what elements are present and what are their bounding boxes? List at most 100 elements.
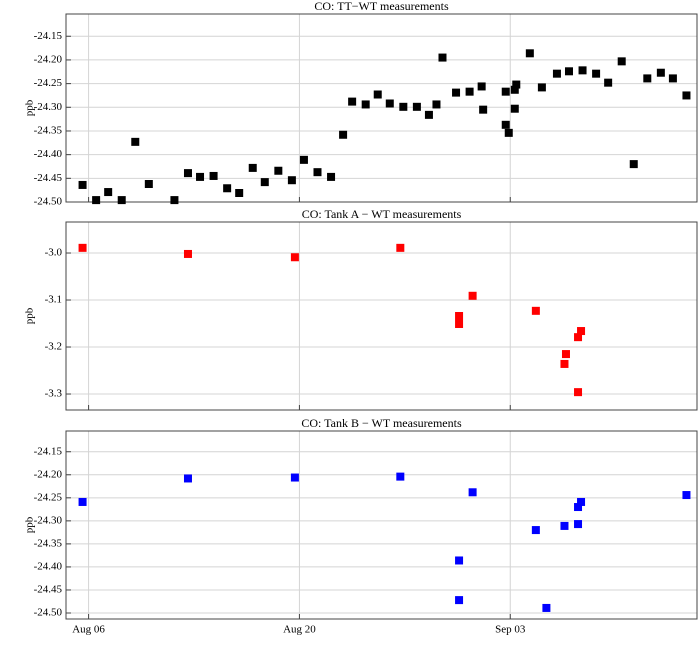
point — [223, 184, 232, 193]
point — [348, 97, 357, 106]
point — [290, 253, 299, 262]
point — [574, 520, 583, 529]
point — [361, 100, 370, 109]
panel-title: CO: TT−WT measurements — [314, 0, 449, 13]
y-tick-label: -24.15 — [34, 445, 63, 457]
point — [455, 556, 464, 565]
y-tick-label: -24.40 — [34, 148, 63, 160]
y-tick-label: -24.40 — [34, 560, 63, 572]
point — [455, 596, 464, 605]
point — [131, 137, 140, 146]
point — [501, 120, 510, 129]
point — [183, 169, 192, 178]
y-tick-label: -24.35 — [34, 537, 63, 549]
point — [564, 67, 573, 76]
point — [209, 171, 218, 180]
point — [531, 526, 540, 535]
y-tick-label: -24.35 — [34, 124, 63, 136]
y-tick-label: -24.20 — [34, 53, 63, 65]
point — [455, 319, 464, 328]
point — [604, 78, 613, 87]
point — [183, 474, 192, 483]
point — [574, 388, 583, 397]
point — [561, 350, 570, 359]
point — [510, 104, 519, 113]
point — [412, 102, 421, 111]
point — [578, 66, 587, 75]
point — [577, 327, 586, 336]
y-tick-label: -24.45 — [34, 172, 63, 184]
point — [504, 128, 513, 137]
point — [452, 88, 461, 97]
point — [313, 168, 322, 177]
point — [396, 472, 405, 481]
y-tick-label: -24.50 — [34, 196, 63, 208]
point — [144, 180, 153, 189]
point — [479, 105, 488, 114]
y-tick-label: -3.0 — [45, 247, 63, 259]
point — [501, 87, 510, 96]
plot-background — [66, 431, 697, 619]
panel: CO: Tank A − WT measurements ppb -3.0 -3.1 -… — [24, 207, 698, 411]
plot-background — [66, 222, 697, 410]
point — [104, 188, 113, 197]
point — [196, 172, 205, 181]
point — [574, 333, 583, 342]
y-tick-label: -24.25 — [34, 77, 63, 89]
plot-background — [66, 14, 697, 202]
point — [373, 90, 382, 99]
point — [117, 196, 126, 205]
point — [339, 130, 348, 139]
y-tick-label: -24.50 — [34, 607, 63, 619]
point — [552, 69, 561, 78]
point — [399, 102, 408, 111]
y-tick-label: -24.30 — [34, 514, 63, 526]
x-tick-label: Aug 20 — [283, 624, 316, 636]
point — [468, 488, 477, 497]
point — [560, 359, 569, 368]
plot-frame — [65, 221, 698, 411]
point — [396, 243, 405, 252]
point — [477, 82, 486, 91]
y-tick-label: -24.25 — [34, 491, 63, 503]
point — [92, 196, 101, 205]
point — [299, 155, 308, 164]
point — [235, 189, 244, 198]
y-tick-label: -24.20 — [34, 468, 63, 480]
point — [560, 521, 569, 530]
panel-title: CO: Tank B − WT measurements — [301, 416, 462, 430]
point — [682, 91, 691, 100]
point — [574, 503, 583, 512]
point — [260, 178, 269, 187]
point — [542, 603, 551, 612]
point — [577, 497, 586, 506]
y-tick-label: -3.2 — [45, 341, 62, 353]
point — [643, 74, 652, 83]
y-axis-label: ppb — [24, 99, 36, 116]
panel: CO: Tank B − WT measurements ppb -24.15 -24… — [24, 416, 698, 636]
x-tick-label: Aug 06 — [72, 624, 105, 636]
point — [617, 57, 626, 66]
point — [183, 249, 192, 258]
point — [592, 69, 601, 78]
y-axis-label: ppb — [24, 516, 36, 533]
point — [468, 291, 477, 300]
y-tick-label: -24.15 — [34, 30, 63, 42]
point — [438, 53, 447, 62]
plot-frame — [65, 430, 698, 620]
point — [525, 49, 534, 58]
point — [248, 163, 257, 172]
point — [287, 176, 296, 185]
point — [274, 166, 283, 175]
point — [537, 83, 546, 92]
x-tick-label: Sep 03 — [495, 624, 526, 636]
point — [290, 473, 299, 482]
point — [465, 87, 474, 96]
point — [385, 99, 394, 108]
point — [424, 110, 433, 119]
point — [656, 68, 665, 77]
point — [510, 85, 519, 94]
point — [78, 497, 87, 506]
point — [78, 243, 87, 252]
plot-frame — [65, 13, 698, 203]
